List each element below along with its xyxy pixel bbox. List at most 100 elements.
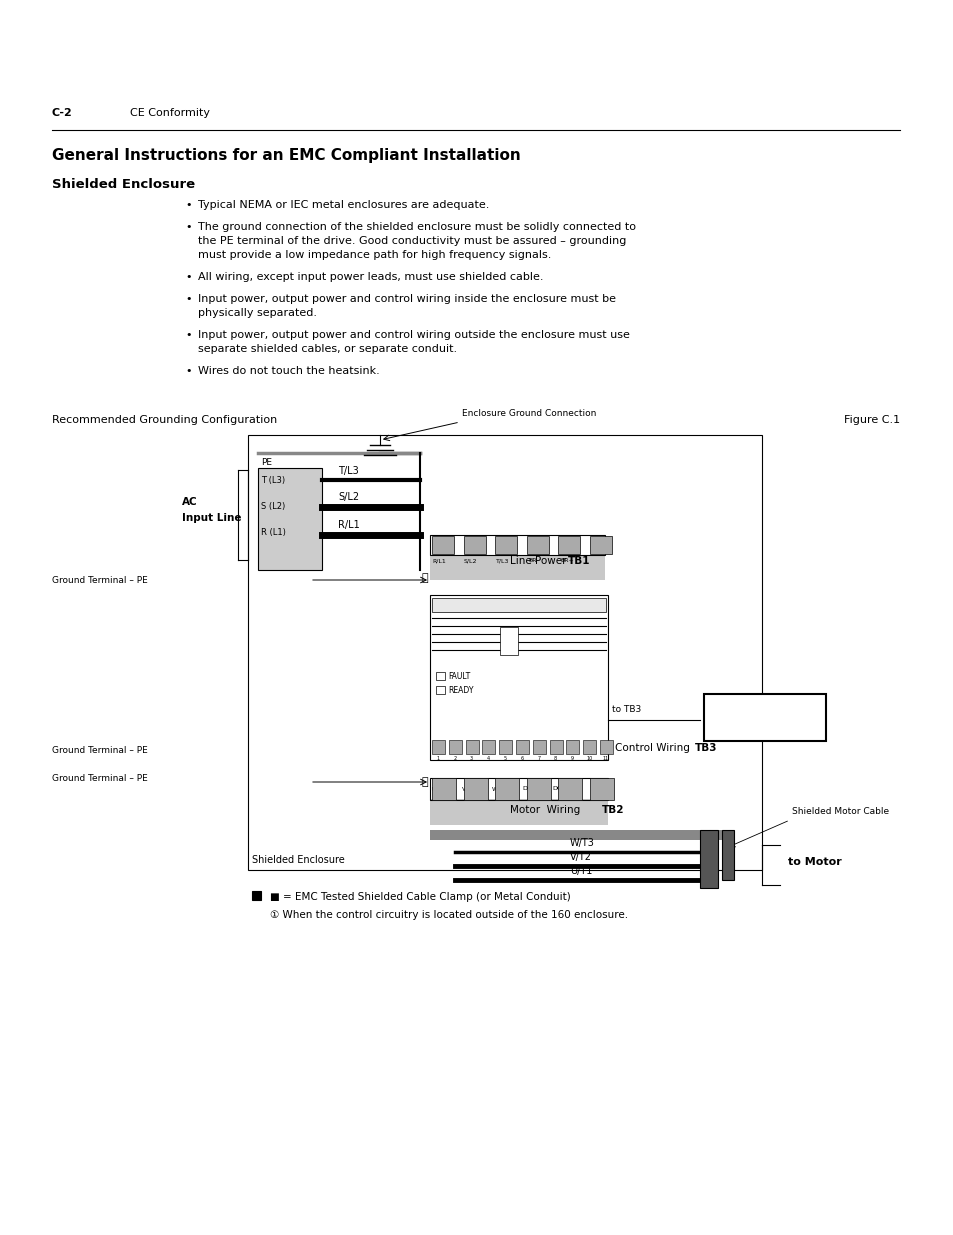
Text: Ground Terminal – PE: Ground Terminal – PE	[52, 773, 148, 783]
Text: All wiring, except input power leads, must use shielded cable.: All wiring, except input power leads, mu…	[198, 272, 543, 282]
Bar	[482, 740, 495, 755]
Bar	[516, 740, 529, 755]
Text: TB2: TB2	[601, 805, 624, 815]
Text: R (L1): R (L1)	[261, 529, 286, 537]
Text: separate shielded cables, or separate conduit.: separate shielded cables, or separate co…	[198, 345, 456, 354]
Text: 4: 4	[486, 756, 490, 761]
Bar	[526, 536, 548, 555]
Text: ■ = EMC Tested Shielded Cable Clamp (or Metal Conduit): ■ = EMC Tested Shielded Cable Clamp (or …	[270, 892, 570, 902]
Text: physically separated.: physically separated.	[198, 308, 316, 317]
Text: DC+: DC+	[552, 785, 566, 790]
Text: Cabinet ①: Cabinet ①	[736, 725, 793, 735]
Bar	[532, 740, 545, 755]
Text: U/T1: U/T1	[569, 866, 592, 876]
Text: 1: 1	[436, 756, 439, 761]
Text: to Motor: to Motor	[787, 857, 841, 867]
Text: PE: PE	[261, 458, 272, 467]
Bar	[498, 740, 512, 755]
Bar	[430, 535, 604, 555]
Text: TB1: TB1	[567, 556, 590, 566]
Text: Control: Control	[742, 710, 786, 720]
Text: •: •	[185, 330, 192, 340]
Text: AC: AC	[182, 496, 197, 508]
Text: •: •	[185, 200, 192, 210]
Bar	[465, 740, 478, 755]
Text: W/T3: W/T3	[569, 839, 595, 848]
Text: 9: 9	[570, 756, 574, 761]
Bar	[549, 740, 562, 755]
Text: R/L1: R/L1	[432, 558, 445, 563]
Bar	[436, 685, 444, 694]
Text: •: •	[185, 272, 192, 282]
Text: T (L3): T (L3)	[261, 475, 285, 485]
Text: Input power, output power and control wiring inside the enclosure must be: Input power, output power and control wi…	[198, 294, 616, 304]
Text: READY: READY	[448, 685, 473, 695]
Text: BR-: BR-	[527, 558, 537, 563]
Text: FAULT: FAULT	[448, 672, 470, 680]
Text: TB3: TB3	[695, 743, 717, 753]
Text: V/T2: V/T2	[461, 785, 476, 790]
FancyBboxPatch shape	[703, 694, 825, 741]
Text: •: •	[185, 222, 192, 232]
Bar	[558, 536, 579, 555]
Bar	[430, 555, 604, 580]
Text: T/L3: T/L3	[337, 466, 358, 475]
Bar	[252, 890, 261, 900]
Text: Ground Terminal – PE: Ground Terminal – PE	[52, 576, 148, 584]
Bar	[526, 778, 550, 800]
Text: S (L2): S (L2)	[261, 501, 285, 511]
Text: V/T2: V/T2	[569, 852, 592, 862]
Bar	[599, 740, 613, 755]
Bar	[495, 536, 517, 555]
Bar	[582, 740, 596, 755]
Text: 2: 2	[453, 756, 456, 761]
Text: S/L2: S/L2	[463, 558, 477, 563]
Bar	[430, 799, 607, 825]
Bar	[432, 598, 605, 613]
Bar	[558, 778, 581, 800]
Text: Recommended Grounding Configuration: Recommended Grounding Configuration	[52, 415, 277, 425]
Text: S/L2: S/L2	[337, 492, 358, 501]
Bar	[432, 778, 456, 800]
Bar	[448, 740, 461, 755]
Text: Figure C.1: Figure C.1	[843, 415, 899, 425]
Text: Wires do not touch the heatsink.: Wires do not touch the heatsink.	[198, 366, 379, 375]
Text: General Instructions for an EMC Compliant Installation: General Instructions for an EMC Complian…	[52, 148, 520, 163]
Text: Enclosure Ground Connection: Enclosure Ground Connection	[461, 409, 596, 417]
Bar	[589, 536, 612, 555]
Text: Line Power: Line Power	[510, 556, 569, 566]
Bar	[432, 536, 454, 555]
Text: U/T1: U/T1	[432, 785, 446, 790]
Bar	[432, 740, 444, 755]
Text: •: •	[185, 294, 192, 304]
Text: 11: 11	[602, 756, 608, 761]
Text: Shielded Enclosure: Shielded Enclosure	[252, 855, 344, 864]
Text: Ground Terminal – PE: Ground Terminal – PE	[52, 746, 148, 755]
Bar	[248, 435, 761, 869]
Text: •: •	[185, 366, 192, 375]
Bar	[436, 672, 444, 680]
Text: 6: 6	[520, 756, 523, 761]
Bar	[430, 778, 607, 800]
Text: The ground connection of the shielded enclosure must be solidly connected to: The ground connection of the shielded en…	[198, 222, 636, 232]
Text: Input power, output power and control wiring outside the enclosure must use: Input power, output power and control wi…	[198, 330, 629, 340]
Bar	[430, 595, 607, 760]
Text: 5: 5	[503, 756, 506, 761]
Text: BR+: BR+	[559, 558, 573, 563]
Text: 3: 3	[470, 756, 473, 761]
Text: 8: 8	[554, 756, 557, 761]
Bar	[589, 778, 614, 800]
Text: Shielded Enclosure: Shielded Enclosure	[52, 178, 195, 191]
Bar	[700, 830, 718, 888]
Bar	[721, 830, 733, 881]
Text: T/L3: T/L3	[496, 558, 509, 563]
Text: 10: 10	[585, 756, 592, 761]
Text: Control Wiring: Control Wiring	[615, 743, 693, 753]
Text: Typical NEMA or IEC metal enclosures are adequate.: Typical NEMA or IEC metal enclosures are…	[198, 200, 489, 210]
Text: must provide a low impedance path for high frequency signals.: must provide a low impedance path for hi…	[198, 249, 551, 261]
Text: CE Conformity: CE Conformity	[130, 107, 210, 119]
Text: Shielded Motor Cable: Shielded Motor Cable	[791, 806, 888, 816]
Bar	[566, 740, 578, 755]
Text: Motor  Wiring: Motor Wiring	[510, 805, 583, 815]
Bar	[495, 778, 518, 800]
